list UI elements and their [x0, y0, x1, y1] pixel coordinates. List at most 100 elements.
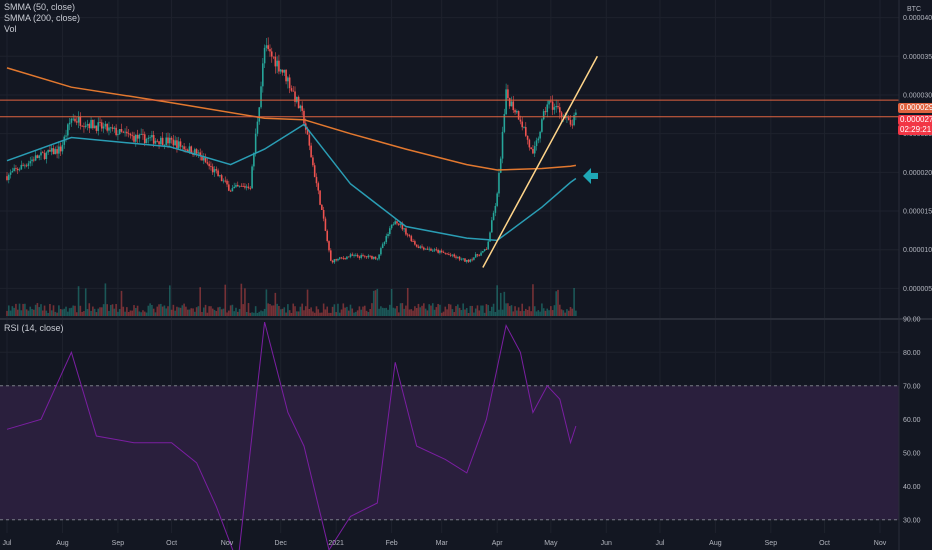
- volume-bar: [161, 306, 164, 316]
- price-tick-label: 0.00002000: [903, 170, 932, 177]
- candle-body: [505, 89, 507, 115]
- candle-body: [36, 155, 39, 158]
- volume-bar: [186, 309, 189, 316]
- volume-bar: [494, 311, 497, 316]
- candle-body: [423, 247, 425, 250]
- volume-bar: [165, 308, 168, 316]
- volume-bar: [499, 292, 502, 316]
- volume-bar: [90, 310, 92, 316]
- volume-bar: [206, 312, 209, 316]
- candle-body: [33, 159, 35, 161]
- candle-body: [54, 149, 57, 155]
- candle-body: [310, 145, 312, 158]
- candle-body: [455, 256, 457, 258]
- volume-bar: [426, 310, 429, 316]
- volume-bar: [274, 292, 277, 316]
- smma200-legend[interactable]: SMMA (200, close): [4, 13, 81, 23]
- candle-body: [158, 141, 160, 145]
- volume-legend[interactable]: Vol: [4, 24, 17, 34]
- volume-bar: [13, 307, 15, 316]
- candle-body: [437, 249, 439, 253]
- rsi-legend[interactable]: RSI (14, close): [4, 323, 64, 333]
- rsi-tick-label: 80.00: [903, 350, 921, 357]
- time-tick-label: Sep: [765, 540, 778, 547]
- volume-bar: [15, 303, 17, 316]
- volume-bar: [172, 304, 175, 316]
- volume-bar: [329, 312, 332, 316]
- volume-bar: [231, 304, 234, 316]
- candle-body: [233, 186, 235, 189]
- volume-bar: [68, 308, 71, 316]
- candle-body: [236, 184, 239, 187]
- candle-body: [394, 221, 396, 225]
- candle-body: [13, 168, 15, 172]
- volume-bar: [467, 312, 470, 316]
- volume-bar: [263, 308, 266, 316]
- volume-bar: [423, 303, 425, 316]
- rsi-line: [6, 321, 577, 550]
- price-tick-label: 0.00004000: [903, 15, 932, 22]
- candle-body: [390, 224, 393, 229]
- volume-bar: [102, 304, 105, 316]
- volume-bar: [508, 306, 511, 316]
- candle-body: [387, 234, 389, 237]
- smma50-legend[interactable]: SMMA (50, close): [4, 2, 76, 12]
- volume-bar: [448, 303, 450, 316]
- candle-body: [342, 257, 345, 259]
- volume-bar: [453, 312, 456, 316]
- candle-body: [92, 119, 94, 129]
- volume-bar: [465, 308, 468, 316]
- candle-body: [469, 259, 472, 262]
- volume-bar: [244, 288, 246, 316]
- volume-bar: [383, 308, 386, 316]
- time-tick-label: May: [544, 540, 558, 547]
- volume-bar: [117, 311, 119, 316]
- volume-bar: [567, 310, 570, 316]
- volume-bar: [551, 310, 554, 316]
- volume-bar: [548, 310, 550, 316]
- candle-body: [526, 135, 529, 140]
- candle-body: [262, 63, 264, 87]
- volume-bar: [260, 310, 262, 316]
- candle-body: [242, 186, 244, 187]
- candle-body: [231, 188, 234, 192]
- rsi-tick-label: 60.00: [903, 417, 921, 424]
- volume-bar: [372, 290, 375, 316]
- time-tick-label: 2021: [328, 540, 344, 547]
- candle-body: [569, 120, 572, 125]
- volume-bar: [478, 310, 481, 316]
- candle-body: [235, 184, 237, 187]
- candle-body: [90, 119, 92, 129]
- candle-body: [553, 107, 556, 110]
- volume-bar: [335, 312, 337, 316]
- candle-body: [517, 111, 520, 120]
- volume-bar: [183, 303, 185, 316]
- volume-bar: [84, 288, 87, 316]
- volume-bar: [111, 304, 114, 316]
- candle-body: [244, 186, 246, 188]
- volume-bar: [215, 311, 218, 316]
- volume-bar: [516, 310, 518, 316]
- time-tick-label: Aug: [709, 540, 722, 547]
- time-tick-label: Nov: [874, 540, 887, 547]
- candle-body: [31, 159, 33, 162]
- volume-bar: [491, 306, 493, 316]
- volume-bar: [435, 307, 438, 316]
- volume-bar: [390, 288, 393, 316]
- volume-bar: [317, 309, 320, 316]
- volume-bar: [195, 307, 198, 316]
- candle-body: [369, 255, 371, 257]
- volume-bar: [104, 283, 107, 316]
- volume-bar: [272, 305, 275, 316]
- volume-bar: [321, 312, 323, 316]
- candle-body: [265, 45, 268, 48]
- trendline[interactable]: [482, 55, 599, 268]
- volume-bar: [308, 308, 311, 316]
- volume-bar: [288, 310, 291, 316]
- volume-bar: [160, 303, 162, 316]
- candle-body: [143, 134, 146, 144]
- volume-bar: [258, 311, 261, 316]
- volume-bar: [501, 309, 504, 316]
- volume-bar: [517, 307, 520, 316]
- volume-bar: [41, 310, 44, 316]
